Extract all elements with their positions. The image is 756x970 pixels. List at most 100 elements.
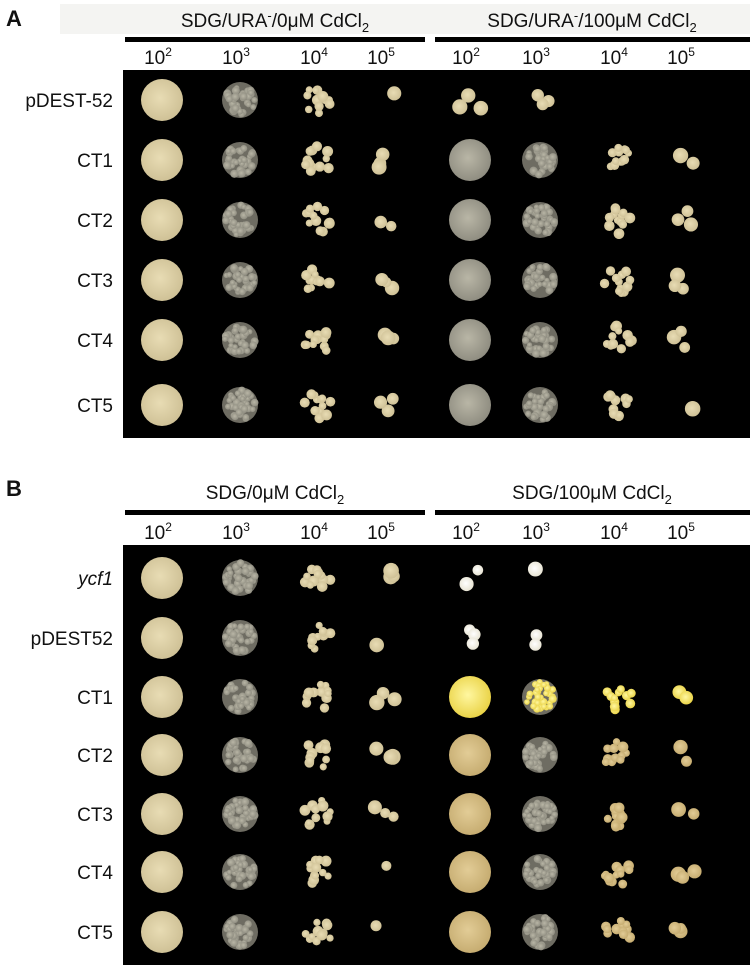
colony xyxy=(228,704,235,712)
colony xyxy=(527,759,535,767)
colony-spot xyxy=(306,855,332,888)
colony xyxy=(369,694,385,711)
colony xyxy=(616,811,628,823)
colony xyxy=(141,199,183,241)
colony xyxy=(233,231,239,238)
colony xyxy=(227,816,236,825)
colony-spot xyxy=(370,920,382,932)
plate xyxy=(123,545,750,965)
colony-spot xyxy=(299,796,334,830)
colony xyxy=(322,755,330,764)
colony xyxy=(548,694,557,703)
colony xyxy=(230,938,239,947)
colony xyxy=(141,259,183,301)
panel-label: B xyxy=(6,476,22,501)
colony xyxy=(533,337,540,343)
header-text: SDG/0μM CdCl2 xyxy=(206,483,345,507)
colony-spot xyxy=(371,147,390,175)
colony xyxy=(299,397,310,408)
strain-label: CT5 xyxy=(77,923,113,944)
colony xyxy=(230,395,237,401)
colony xyxy=(238,637,245,644)
colony xyxy=(524,861,531,868)
colony xyxy=(233,159,240,166)
dilution-exp: 3 xyxy=(243,45,250,59)
colony xyxy=(141,911,183,953)
colony xyxy=(225,155,233,162)
colony-spot xyxy=(606,143,632,171)
colony xyxy=(222,578,230,586)
colony xyxy=(545,933,553,941)
colony xyxy=(530,285,537,292)
colony xyxy=(244,739,253,748)
colony-spot xyxy=(141,793,183,835)
colony xyxy=(538,159,546,168)
header-sub: 2 xyxy=(689,20,696,35)
colony xyxy=(548,153,557,162)
colony xyxy=(313,918,321,927)
colony-spot xyxy=(603,390,633,422)
dilution-base: 10 xyxy=(667,48,688,69)
colony xyxy=(548,335,556,343)
colony xyxy=(621,145,631,155)
dilution-base: 10 xyxy=(667,523,688,544)
colony xyxy=(549,280,558,289)
dilution-exp: 5 xyxy=(388,520,395,534)
colony xyxy=(531,89,544,102)
colony xyxy=(549,815,555,821)
colony xyxy=(316,929,328,941)
colony xyxy=(681,755,692,767)
dilution-base: 10 xyxy=(522,523,543,544)
colony xyxy=(230,881,238,889)
colony-spot xyxy=(367,800,399,822)
colony xyxy=(679,342,691,353)
colony xyxy=(535,170,543,179)
colony xyxy=(625,337,635,347)
colony xyxy=(472,564,484,576)
colony-spot xyxy=(670,864,702,884)
colony-spot xyxy=(522,142,558,179)
colony-spot xyxy=(222,914,258,950)
colony-spot xyxy=(671,802,700,820)
colony xyxy=(240,941,248,949)
colony xyxy=(611,157,620,165)
colony xyxy=(543,690,549,697)
colony-spot xyxy=(222,679,258,715)
colony xyxy=(141,617,183,659)
colony xyxy=(601,757,611,767)
colony xyxy=(305,329,314,339)
colony xyxy=(244,638,251,645)
colony-spot xyxy=(387,86,402,101)
colony xyxy=(624,865,634,875)
colony xyxy=(321,346,331,355)
colony xyxy=(225,148,232,154)
colony xyxy=(322,155,330,163)
colony-spot xyxy=(673,739,692,767)
colony xyxy=(533,855,542,863)
dilution-base: 10 xyxy=(452,48,473,69)
colony xyxy=(236,227,245,235)
colony xyxy=(523,213,531,220)
dilution-exp: 2 xyxy=(473,520,480,534)
colony xyxy=(534,824,543,833)
colony xyxy=(449,384,491,426)
colony xyxy=(248,273,256,281)
header-bar xyxy=(125,510,425,515)
colony-spot xyxy=(600,860,634,889)
colony-spot xyxy=(301,264,335,293)
colony xyxy=(545,286,554,295)
colony-spot xyxy=(459,564,484,592)
colony xyxy=(533,144,541,153)
colony xyxy=(315,276,325,287)
colony xyxy=(323,277,335,289)
colony xyxy=(615,411,624,420)
colony xyxy=(532,273,540,280)
colony xyxy=(222,633,229,641)
colony xyxy=(625,698,636,709)
colony xyxy=(449,319,491,361)
colony xyxy=(671,802,686,817)
colony xyxy=(616,917,625,925)
colony-spot xyxy=(522,322,558,358)
colony xyxy=(525,152,533,161)
colony xyxy=(542,229,549,236)
